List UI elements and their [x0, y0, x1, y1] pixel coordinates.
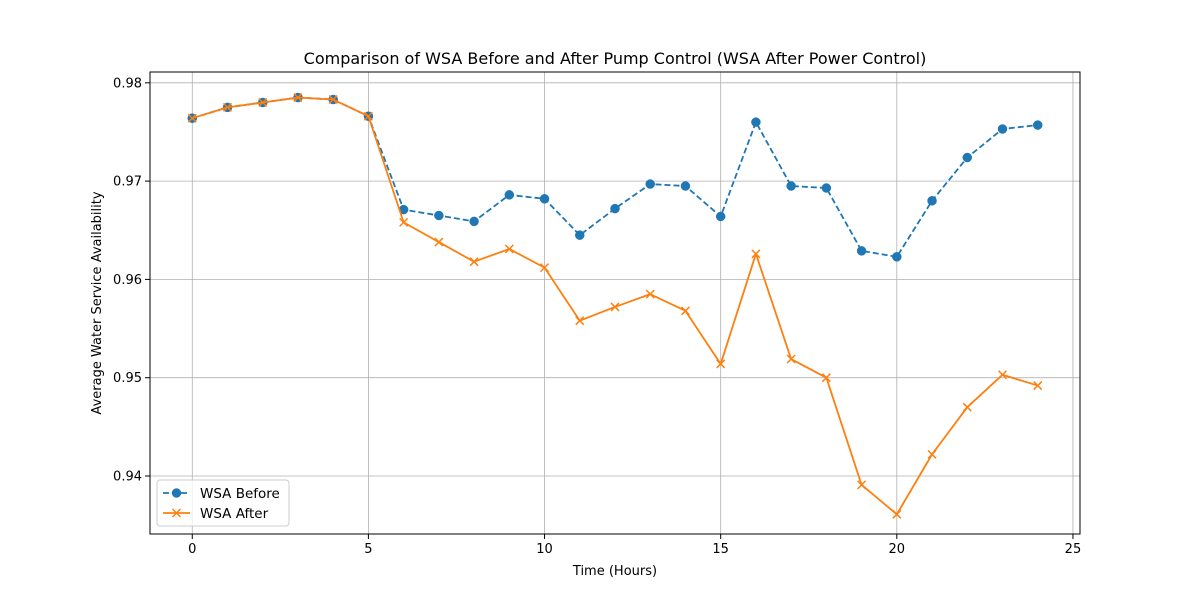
data-point-wsa-before — [892, 252, 902, 262]
data-point-wsa-after — [258, 97, 268, 108]
data-point-wsa-after — [610, 302, 620, 312]
data-point-wsa-after — [222, 102, 233, 112]
data-point-wsa-before — [680, 181, 691, 191]
x-tick-label: 25 — [1065, 542, 1082, 557]
x-axis-label: Time (Hours) — [572, 564, 657, 579]
legend-box — [156, 479, 290, 527]
data-point-wsa-before — [715, 211, 726, 222]
data-point-wsa-after — [187, 113, 197, 123]
legend-entry-wsa-before: WSA Before — [163, 486, 280, 502]
legend: WSA Before WSA After — [156, 479, 290, 527]
data-point-wsa-before — [469, 216, 479, 227]
series-line-wsa-before — [192, 96, 1038, 258]
legend-entries: WSA Before WSA After — [163, 486, 280, 522]
data-point-wsa-before — [856, 246, 867, 256]
data-point-wsa-after — [680, 306, 690, 316]
data-point-wsa-before — [504, 190, 515, 200]
data-point-wsa-after — [363, 111, 373, 121]
data-point-wsa-after — [786, 354, 796, 364]
data-point-wsa-after — [575, 316, 585, 326]
y-tick-label: 0.97 — [113, 175, 142, 190]
data-point-wsa-after — [328, 94, 338, 105]
data-point-wsa-after — [399, 217, 409, 227]
data-point-wsa-before — [927, 196, 937, 206]
data-point-wsa-before — [751, 117, 761, 127]
series-layer — [187, 92, 1043, 519]
legend-marker — [171, 488, 182, 498]
series-wsa-after — [187, 93, 1043, 519]
data-point-wsa-before — [575, 230, 585, 240]
data-point-wsa-before — [1032, 120, 1043, 130]
data-point-wsa-after — [892, 509, 902, 519]
x-tick-label: 5 — [364, 542, 372, 557]
data-point-wsa-after — [997, 370, 1008, 380]
data-point-wsa-after — [962, 402, 972, 412]
chart-title: Comparison of WSA Before and After Pump … — [304, 49, 927, 68]
data-point-wsa-after — [1033, 381, 1043, 391]
x-tick-label: 20 — [889, 542, 906, 557]
data-point-wsa-after — [716, 359, 726, 369]
axis-ticks: 0 5 10 15 20 25 0.94 0.95 0.96 0.97 0.98 — [113, 76, 1081, 557]
x-tick-label: 10 — [536, 542, 553, 557]
data-point-wsa-after — [540, 263, 550, 273]
legend-label: WSA After — [200, 506, 269, 522]
data-point-wsa-after — [927, 449, 937, 459]
x-tick-label: 0 — [188, 542, 196, 557]
data-point-wsa-after — [469, 257, 479, 267]
legend-entry-wsa-after: WSA After — [163, 506, 269, 522]
data-point-wsa-before — [645, 179, 655, 189]
data-point-wsa-before — [821, 183, 832, 193]
legend-marker — [171, 508, 182, 518]
data-point-wsa-after — [751, 249, 761, 259]
data-point-wsa-after — [821, 373, 831, 383]
data-point-wsa-after — [857, 480, 867, 490]
grid-lines — [150, 72, 1080, 534]
plot-frame — [149, 71, 1081, 535]
y-tick-label: 0.96 — [113, 273, 142, 288]
data-point-wsa-before — [539, 194, 550, 204]
data-point-wsa-before — [962, 152, 973, 163]
data-point-wsa-before — [997, 124, 1008, 134]
series-wsa-before — [187, 92, 1043, 262]
y-tick-label: 0.95 — [113, 371, 142, 386]
data-point-wsa-after — [645, 289, 655, 299]
legend-label: WSA Before — [200, 486, 280, 502]
data-point-wsa-before — [434, 210, 444, 221]
data-point-wsa-after — [434, 237, 444, 247]
y-tick-label: 0.94 — [113, 470, 142, 485]
data-point-wsa-before — [610, 203, 620, 214]
data-point-wsa-after — [504, 244, 514, 254]
y-axis-label: Average Water Service Availability — [90, 191, 105, 414]
data-point-wsa-after — [293, 93, 303, 103]
y-tick-label: 0.98 — [113, 76, 142, 91]
x-tick-label: 15 — [712, 542, 729, 557]
data-point-wsa-before — [786, 181, 796, 191]
